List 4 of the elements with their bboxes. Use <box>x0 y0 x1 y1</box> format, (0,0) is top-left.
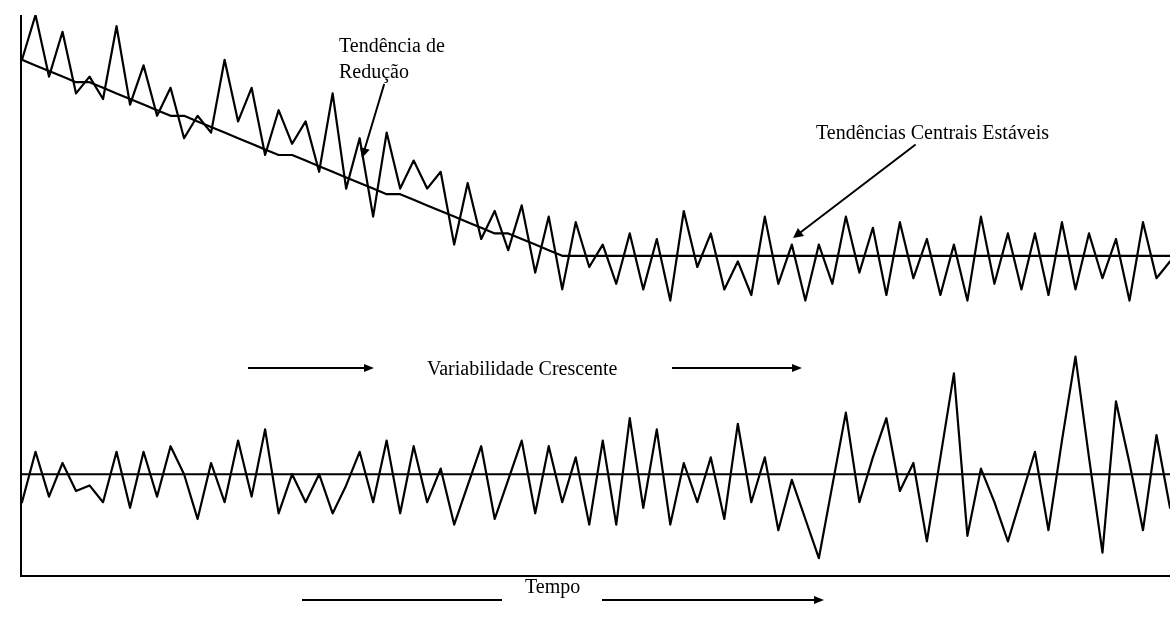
annotation: Variabilidade Crescente <box>427 357 618 379</box>
annotation: Tendência de Redução <box>339 34 445 83</box>
annotation: Tempo <box>525 575 581 598</box>
annotation: Tendências Centrais Estáveis <box>816 121 1050 143</box>
